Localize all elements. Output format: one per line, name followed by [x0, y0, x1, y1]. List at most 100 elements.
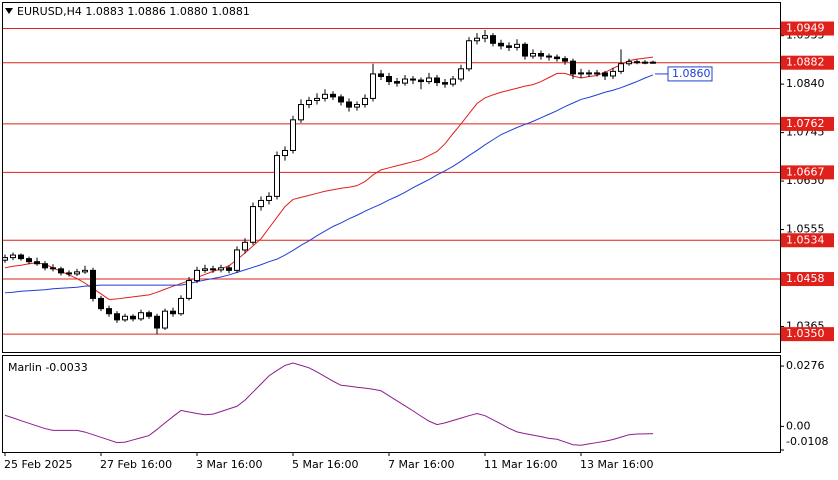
candle-body: [82, 269, 88, 273]
candle-body: [570, 60, 576, 75]
ma-line: [4, 74, 654, 294]
candle-body: [10, 254, 16, 259]
level-label-box: [781, 55, 834, 70]
candle-body: [394, 81, 400, 84]
level-label-box: [781, 21, 834, 36]
candle-body: [66, 272, 72, 275]
candle-body: [450, 78, 456, 85]
candle-body: [354, 104, 360, 108]
candle-body: [514, 43, 520, 48]
candle-body: [322, 93, 328, 99]
candle-body: [274, 155, 280, 197]
candle-body: [18, 254, 24, 260]
candle-body: [506, 45, 512, 48]
price-panel: [2, 2, 781, 353]
candle-body: [282, 149, 288, 157]
y-tick-label: 0.0276: [786, 359, 825, 372]
candle-body: [106, 308, 112, 315]
candle-body: [466, 40, 472, 70]
candle-body: [378, 73, 384, 77]
candle-body: [234, 249, 240, 271]
candle-body: [634, 61, 640, 64]
candle-body: [642, 61, 648, 64]
candle-body: [250, 206, 256, 243]
candle-body: [226, 267, 232, 271]
x-tick-label: 27 Feb 16:00: [100, 458, 172, 471]
candle-body: [522, 43, 528, 57]
candle-body: [474, 37, 480, 42]
candle-body: [186, 280, 192, 299]
candle-body: [434, 77, 440, 84]
indicator-panel: [2, 355, 781, 453]
candle-body: [170, 310, 176, 315]
candle-body: [90, 269, 96, 299]
x-tick-label: 3 Mar 16:00: [196, 458, 262, 471]
candle-body: [178, 297, 184, 315]
candle-body: [482, 35, 488, 39]
candle-body: [426, 77, 432, 83]
candle-body: [562, 58, 568, 62]
chart-title: EURUSD,H4 1.0883 1.0886 1.0880 1.0881: [17, 5, 250, 18]
candle-body: [578, 72, 584, 75]
candle-body: [626, 61, 632, 65]
candle-body: [362, 97, 368, 106]
candle-body: [370, 73, 376, 99]
candle-body: [50, 267, 56, 270]
candle-body: [218, 267, 224, 271]
candle-body: [58, 268, 64, 274]
level-label: 1.0458: [786, 272, 825, 285]
candle-body: [242, 241, 248, 251]
candle-body: [610, 70, 616, 77]
x-tick-label: 5 Mar 16:00: [292, 458, 358, 471]
candle-body: [530, 53, 536, 57]
candle-body: [298, 104, 304, 121]
series-label: 1.0860: [672, 67, 711, 80]
candle-body: [210, 268, 216, 271]
candle-body: [546, 55, 552, 58]
level-label-box: [781, 116, 834, 131]
y-tick-label: -0.0108: [786, 435, 828, 448]
candle-body: [410, 78, 416, 81]
candle-body: [650, 61, 656, 64]
candle-body: [594, 72, 600, 75]
candle-body: [258, 199, 264, 208]
candle-body: [146, 312, 152, 317]
y-tick-label: 0.00: [786, 419, 811, 432]
candle-body: [586, 72, 592, 75]
y-tick-label: 1.0840: [786, 77, 825, 90]
candle-body: [42, 263, 48, 269]
candle-body: [266, 195, 272, 201]
series-label-box: [667, 66, 713, 82]
candle-body: [330, 93, 336, 98]
candle-body: [114, 313, 120, 321]
level-label-box: [781, 272, 834, 287]
candle-body: [306, 99, 312, 106]
candle-body: [538, 53, 544, 57]
candle-body: [122, 315, 128, 321]
candle-body: [386, 75, 392, 83]
candle-body: [338, 96, 344, 103]
candle-body: [402, 78, 408, 84]
candle-body: [162, 310, 168, 329]
y-tick-label: 1.0555: [786, 223, 825, 236]
candle-body: [194, 269, 200, 282]
level-label-box: [781, 165, 834, 180]
level-label: 1.0667: [786, 165, 825, 178]
candle-body: [418, 79, 424, 83]
candle-body: [490, 35, 496, 44]
level-label-box: [781, 233, 834, 248]
x-tick-label: 7 Mar 16:00: [388, 458, 454, 471]
candle-body: [346, 101, 352, 108]
candle-body: [138, 312, 144, 320]
candle-body: [130, 315, 136, 320]
candle-body: [202, 268, 208, 271]
candle-body: [290, 119, 296, 151]
level-label: 1.0762: [786, 117, 825, 130]
level-label: 1.0882: [786, 56, 825, 69]
candle-body: [442, 82, 448, 85]
menu-triangle[interactable]: [5, 8, 13, 14]
candle-body: [618, 63, 624, 72]
level-label: 1.0949: [786, 22, 825, 35]
